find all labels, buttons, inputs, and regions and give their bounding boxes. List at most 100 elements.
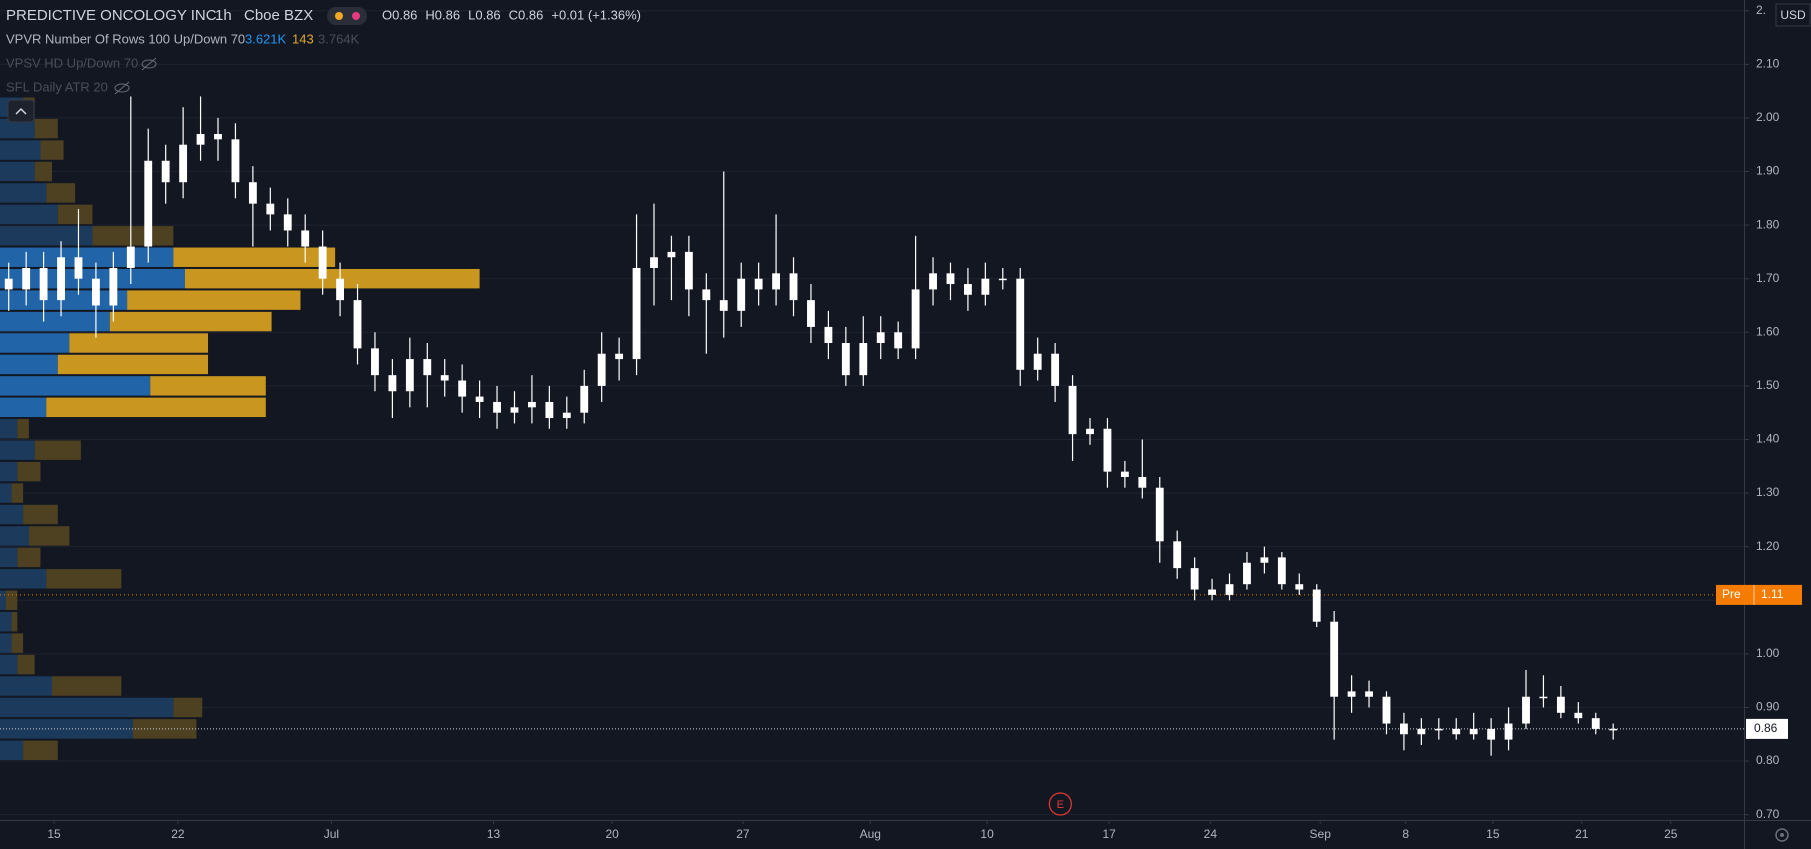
candle-body	[214, 133, 222, 140]
candle-body	[161, 160, 170, 183]
indicator-name: SFL Daily ATR 20	[6, 79, 108, 94]
pre-market-value: 1.11	[1761, 587, 1784, 601]
profile-down-bar	[69, 333, 209, 353]
candle-body	[754, 278, 763, 290]
profile-down-bar	[5, 590, 18, 610]
candle-body	[248, 182, 257, 204]
x-tick-label: Sep	[1310, 827, 1332, 841]
profile-up-bar	[0, 654, 18, 675]
x-tick-label: 24	[1204, 827, 1218, 841]
candle-body	[179, 144, 188, 183]
indicator-value: 3.621K	[245, 31, 287, 46]
profile-up-bar	[0, 547, 18, 568]
y-tick-label: 1.50	[1756, 378, 1780, 392]
candle-body	[109, 267, 118, 306]
candle-body	[1155, 487, 1164, 542]
hide-icon[interactable]	[141, 57, 157, 71]
candle-body	[1033, 353, 1042, 370]
x-tick-label: 20	[605, 827, 619, 841]
x-tick-label: Aug	[860, 827, 881, 841]
profile-up-bar	[0, 183, 47, 203]
interval: 1h	[215, 7, 232, 24]
event-marker[interactable]	[1048, 792, 1072, 816]
profile-up-bar	[0, 440, 35, 460]
candle-body	[1522, 696, 1530, 724]
candle-body	[1434, 728, 1443, 731]
y-tick-label: 1.40	[1756, 432, 1780, 446]
profile-down-bar	[57, 354, 209, 375]
y-tick-label: 1.00	[1756, 646, 1780, 660]
ohlc-value: O0.86	[382, 7, 417, 22]
plot-area	[0, 10, 1744, 816]
indicator-name: VPSV HD Up/Down 70	[6, 55, 138, 70]
overlay: E	[0, 96, 1744, 816]
profile-down-bar	[92, 226, 174, 246]
candle-body	[580, 385, 589, 413]
candle-body	[1138, 476, 1147, 488]
candle-body	[876, 332, 885, 344]
x-tick-label: 15	[47, 827, 61, 841]
candle-body	[1312, 589, 1321, 622]
ohlc-value: L0.86	[468, 7, 501, 22]
candle-body	[423, 359, 432, 376]
candle-body	[283, 214, 292, 231]
status-badge[interactable]	[327, 7, 367, 25]
y-tick-label: 2.10	[1756, 56, 1780, 70]
candle-body	[1173, 541, 1182, 569]
candle-body	[1120, 471, 1129, 477]
candle-body	[510, 407, 519, 413]
candle-body	[196, 133, 205, 145]
candle-body	[824, 326, 833, 344]
candle-body	[318, 246, 327, 279]
hide-icon[interactable]	[114, 81, 130, 95]
x-tick-label: 21	[1575, 827, 1589, 841]
candle-body	[807, 300, 815, 327]
candle-body	[1260, 557, 1269, 563]
profile-up-bar	[0, 569, 47, 589]
profile-down-bar	[17, 654, 35, 675]
candle-body	[1190, 568, 1199, 590]
candle-body	[1469, 728, 1478, 735]
profile-down-bar	[109, 311, 272, 332]
y-tick-label: 1.30	[1756, 485, 1780, 499]
profile-up-bar	[0, 676, 53, 696]
status-icon	[335, 12, 343, 20]
candle-body	[911, 289, 920, 349]
y-tick-label: 1.70	[1756, 271, 1780, 285]
candle-body	[1086, 428, 1094, 435]
settings-icon[interactable]	[1775, 828, 1789, 842]
candle-body	[981, 278, 990, 295]
profile-up-bar	[0, 333, 70, 353]
candle-body	[946, 273, 955, 285]
y-tick-label: 0.80	[1756, 753, 1780, 767]
profile-down-bar	[11, 483, 24, 503]
last-price-label: 0.86	[1754, 721, 1778, 735]
y-tick-label: 0.70	[1756, 807, 1780, 821]
candle-body	[1330, 621, 1339, 697]
currency-box[interactable]	[1775, 3, 1811, 27]
candle-body	[1504, 723, 1513, 740]
profile-up-bar	[0, 526, 29, 546]
candle-body	[789, 273, 798, 301]
candle-body	[1347, 691, 1356, 697]
profile-down-bar	[23, 740, 58, 761]
profile-down-bar	[11, 633, 24, 653]
profile-down-bar	[34, 161, 53, 182]
collapse-button[interactable]	[7, 99, 35, 123]
x-tick-label: 8	[1402, 827, 1409, 841]
candle-body	[22, 267, 31, 290]
x-tick-label: 25	[1664, 827, 1678, 841]
profile-up-bar	[0, 633, 12, 653]
ohlc-value: H0.86	[425, 7, 460, 22]
profile-up-bar	[0, 226, 93, 246]
candle-body	[998, 278, 1007, 281]
profile-up-bar	[0, 397, 47, 418]
candle-body	[353, 300, 362, 349]
candle-body	[1208, 589, 1217, 595]
candle-body	[405, 359, 414, 392]
profile-down-bar	[40, 140, 64, 160]
profile-up-bar	[0, 118, 35, 139]
candle-body	[1365, 691, 1373, 697]
profile-down-bar	[17, 419, 29, 439]
